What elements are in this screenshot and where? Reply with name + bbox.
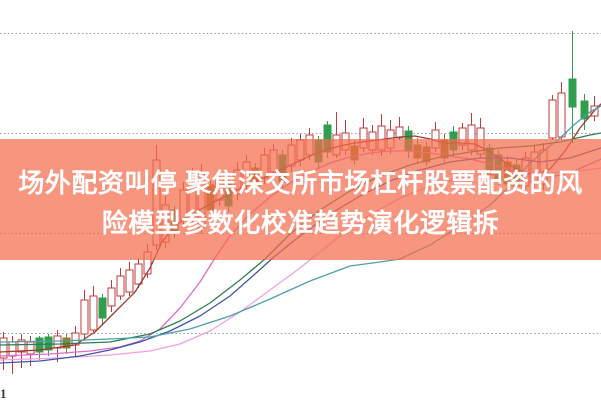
- headline-line-2: 险模型参数化校准趋势演化逻辑拆: [101, 207, 500, 238]
- candle-body: [116, 275, 125, 297]
- candle-body: [557, 92, 566, 138]
- candle-body: [107, 287, 116, 307]
- candle-body: [80, 299, 89, 335]
- candle-body: [548, 99, 557, 139]
- candle-body: [17, 339, 26, 353]
- candle-body: [0, 337, 8, 359]
- candle-body: [53, 335, 62, 349]
- candle-body: [8, 341, 17, 357]
- candle-body: [134, 263, 143, 285]
- candle-body: [125, 269, 134, 293]
- headline-line-1: 场外配资叫停 聚焦深交所市场杠杆股票配资的风: [18, 167, 583, 198]
- candle-body: [26, 341, 35, 355]
- candle-body: [98, 297, 107, 319]
- candle-body: [89, 295, 98, 331]
- corner-mark: 1: [0, 386, 7, 401]
- candle-body: [395, 126, 404, 139]
- candle-body: [580, 100, 589, 120]
- candle-body: [568, 78, 577, 108]
- headline-banner: 场外配资叫停 聚焦深交所市场杠杆股票配资的风 险模型参数化校准趋势演化逻辑拆: [0, 139, 601, 260]
